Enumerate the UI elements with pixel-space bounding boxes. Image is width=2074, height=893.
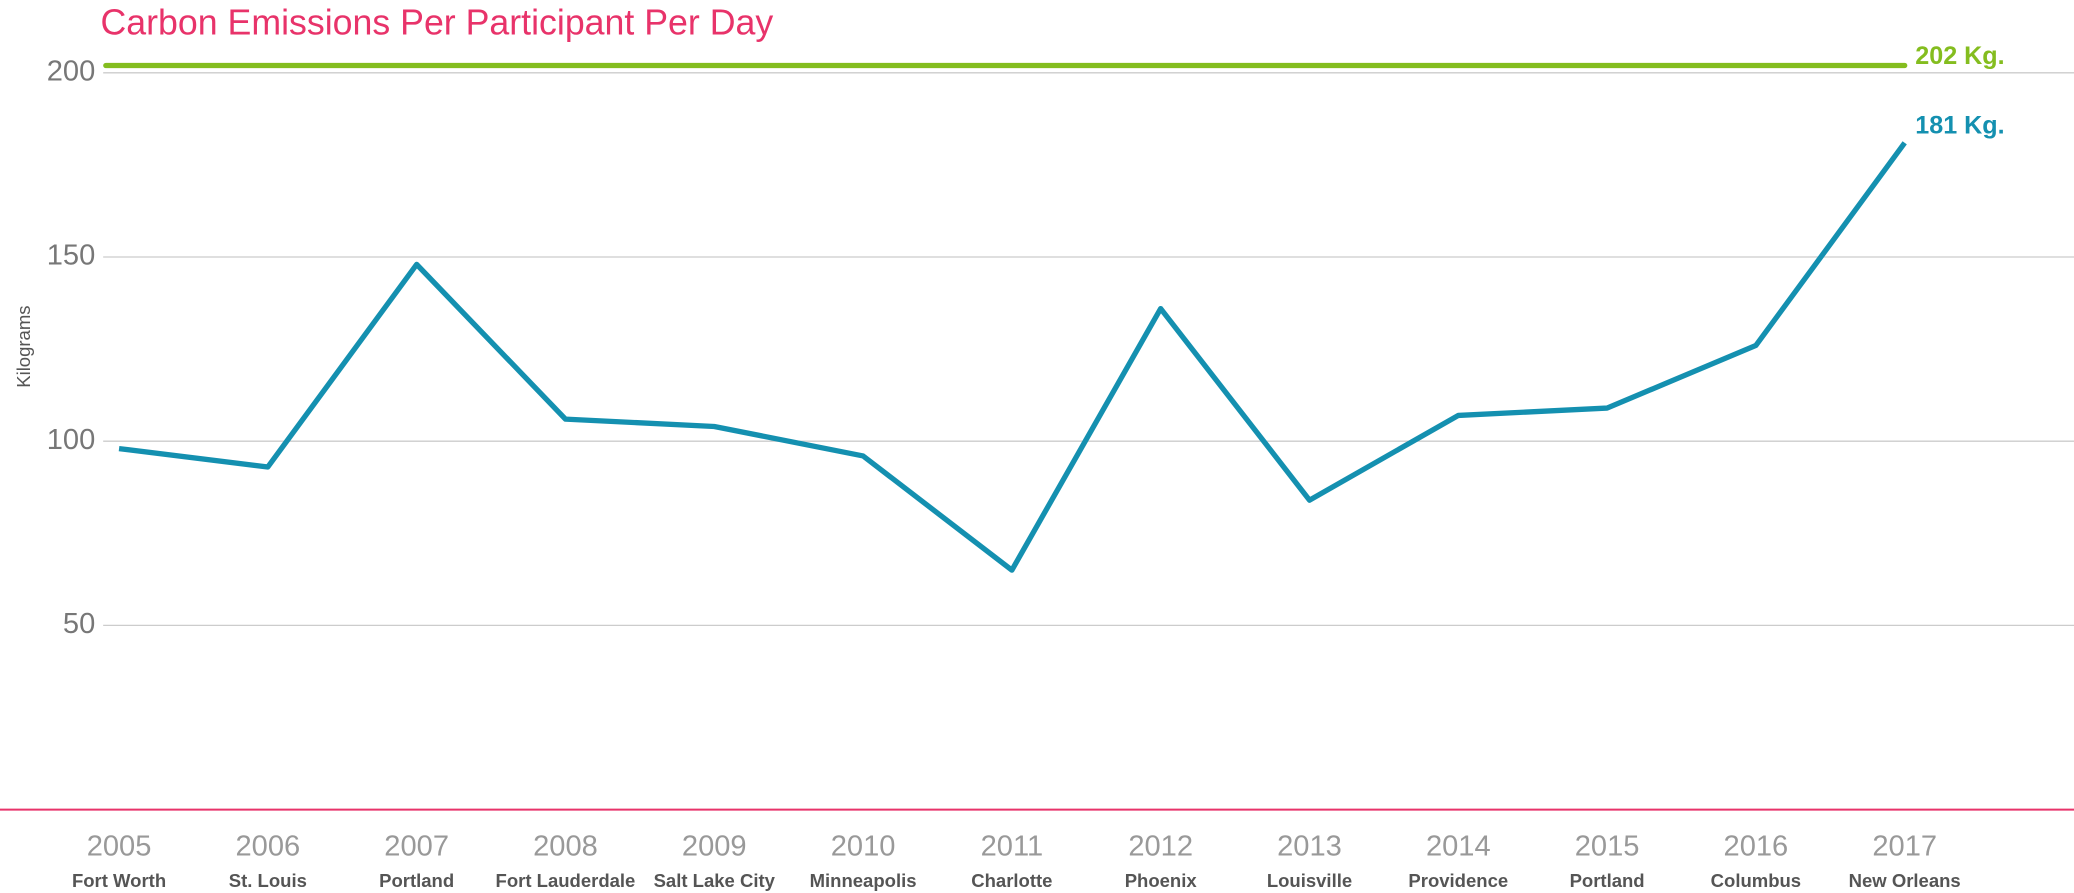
x-tick-label: 2006 xyxy=(236,831,301,863)
value-label: 181 Kg. xyxy=(1915,112,2004,140)
x-tick-label: 2015 xyxy=(1575,831,1640,863)
x-tick-label: 2008 xyxy=(533,831,598,863)
x-sublabel: Fort Worth xyxy=(72,870,166,891)
x-sublabel: Phoenix xyxy=(1125,870,1198,891)
y-tick-label: 100 xyxy=(47,424,96,456)
series-line xyxy=(118,141,1907,573)
x-tick-label: 2017 xyxy=(1872,831,1937,863)
x-sublabel: Salt Lake City xyxy=(654,870,776,891)
x-tick-label: 2013 xyxy=(1277,831,1342,863)
x-sublabel: Fort Lauderdale xyxy=(496,870,636,891)
x-sublabel: Providence xyxy=(1408,870,1508,891)
x-sublabel: Portland xyxy=(1570,870,1645,891)
y-axis-label: Kilograms xyxy=(13,306,34,388)
x-tick-label: 2014 xyxy=(1426,831,1491,863)
x-sublabel: Columbus xyxy=(1711,870,1801,891)
x-tick-label: 2005 xyxy=(87,831,152,863)
x-sublabel: Minneapolis xyxy=(810,870,917,891)
x-sublabel: Louisville xyxy=(1267,870,1352,891)
chart-title: Carbon Emissions Per Participant Per Day xyxy=(101,3,774,43)
x-tick-label: 2010 xyxy=(831,831,896,863)
x-tick-label: 2012 xyxy=(1128,831,1193,863)
x-tick-label: 2016 xyxy=(1724,831,1789,863)
y-tick-label: 50 xyxy=(63,608,95,640)
x-tick-label: 2009 xyxy=(682,831,747,863)
x-tick-label: 2011 xyxy=(981,831,1044,863)
x-sublabel: St. Louis xyxy=(229,870,307,891)
reference-label: 202 Kg. xyxy=(1915,42,2004,70)
x-sublabel: Portland xyxy=(379,870,454,891)
y-tick-label: 200 xyxy=(47,56,96,88)
x-sublabel: New Orleans xyxy=(1849,870,1961,891)
y-tick-label: 150 xyxy=(47,240,96,272)
x-tick-label: 2007 xyxy=(384,831,449,863)
x-sublabel: Charlotte xyxy=(971,870,1052,891)
